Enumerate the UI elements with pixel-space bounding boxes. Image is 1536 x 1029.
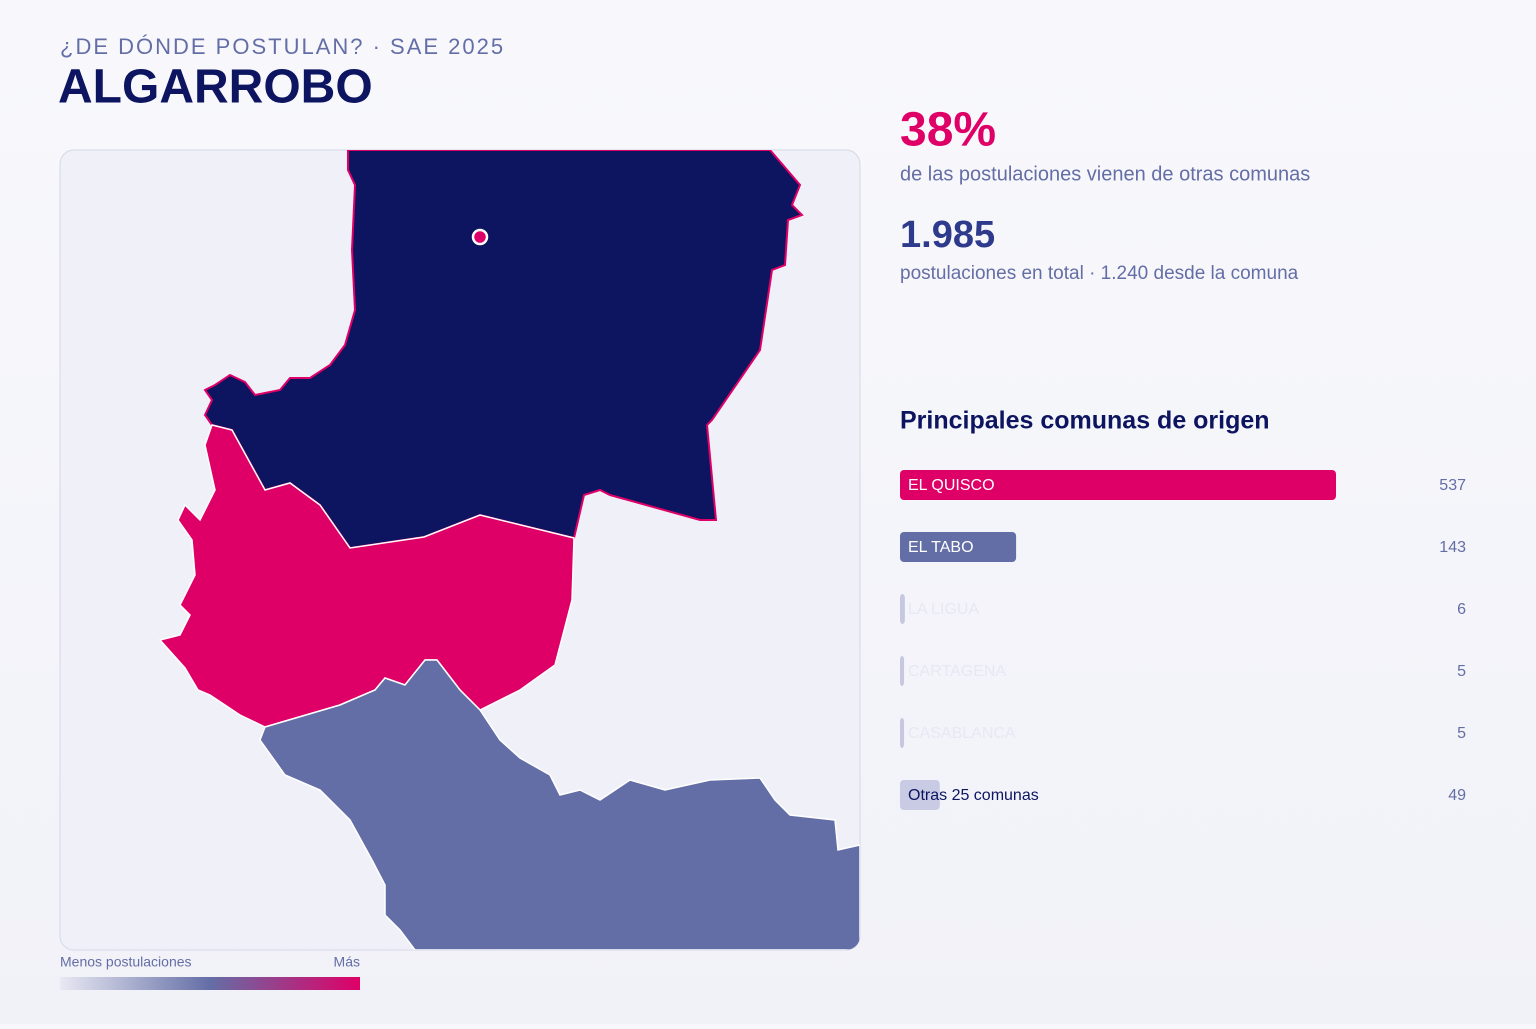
legend-high: Más — [334, 954, 360, 970]
location-dot — [471, 228, 489, 246]
stat-value: 38% — [900, 104, 996, 157]
bar — [900, 470, 1336, 500]
bar-label: Otras 25 comunas — [908, 787, 1039, 804]
bar — [900, 780, 940, 810]
bar — [900, 718, 905, 748]
chart-title: Principales comunas de origen — [900, 407, 1270, 435]
map — [158, 150, 860, 950]
stat-label: de las postulaciones vienen de otras com… — [900, 163, 1310, 185]
bar — [900, 656, 905, 686]
commune-lavender — [259, 659, 860, 950]
value-label: 143 — [1439, 539, 1466, 556]
stat-value: 1.985 — [900, 214, 995, 256]
bar-label: CARTAGENA — [908, 663, 1006, 680]
bar — [900, 594, 905, 624]
bar-label: LA LIGUA — [908, 601, 979, 618]
title: ALGARROBO — [58, 61, 373, 114]
bar-label: CASABLANCA — [908, 725, 1016, 742]
value-label: 537 — [1439, 477, 1466, 494]
value-label: 5 — [1457, 725, 1466, 742]
kicker: ¿DE DÓNDE POSTULAN? · SAE 2025 — [60, 34, 505, 59]
bar-label: EL TABO — [908, 539, 974, 556]
bar-label: EL QUISCO — [908, 477, 995, 494]
value-label: 5 — [1457, 663, 1466, 680]
value-label: 49 — [1448, 787, 1466, 804]
legend-gradient — [60, 977, 360, 990]
bar — [900, 532, 1017, 562]
legend-low: Menos postulaciones — [60, 954, 192, 970]
value-label: 6 — [1457, 601, 1466, 618]
stat-label: postulaciones en total · 1.240 desde la … — [900, 263, 1299, 284]
